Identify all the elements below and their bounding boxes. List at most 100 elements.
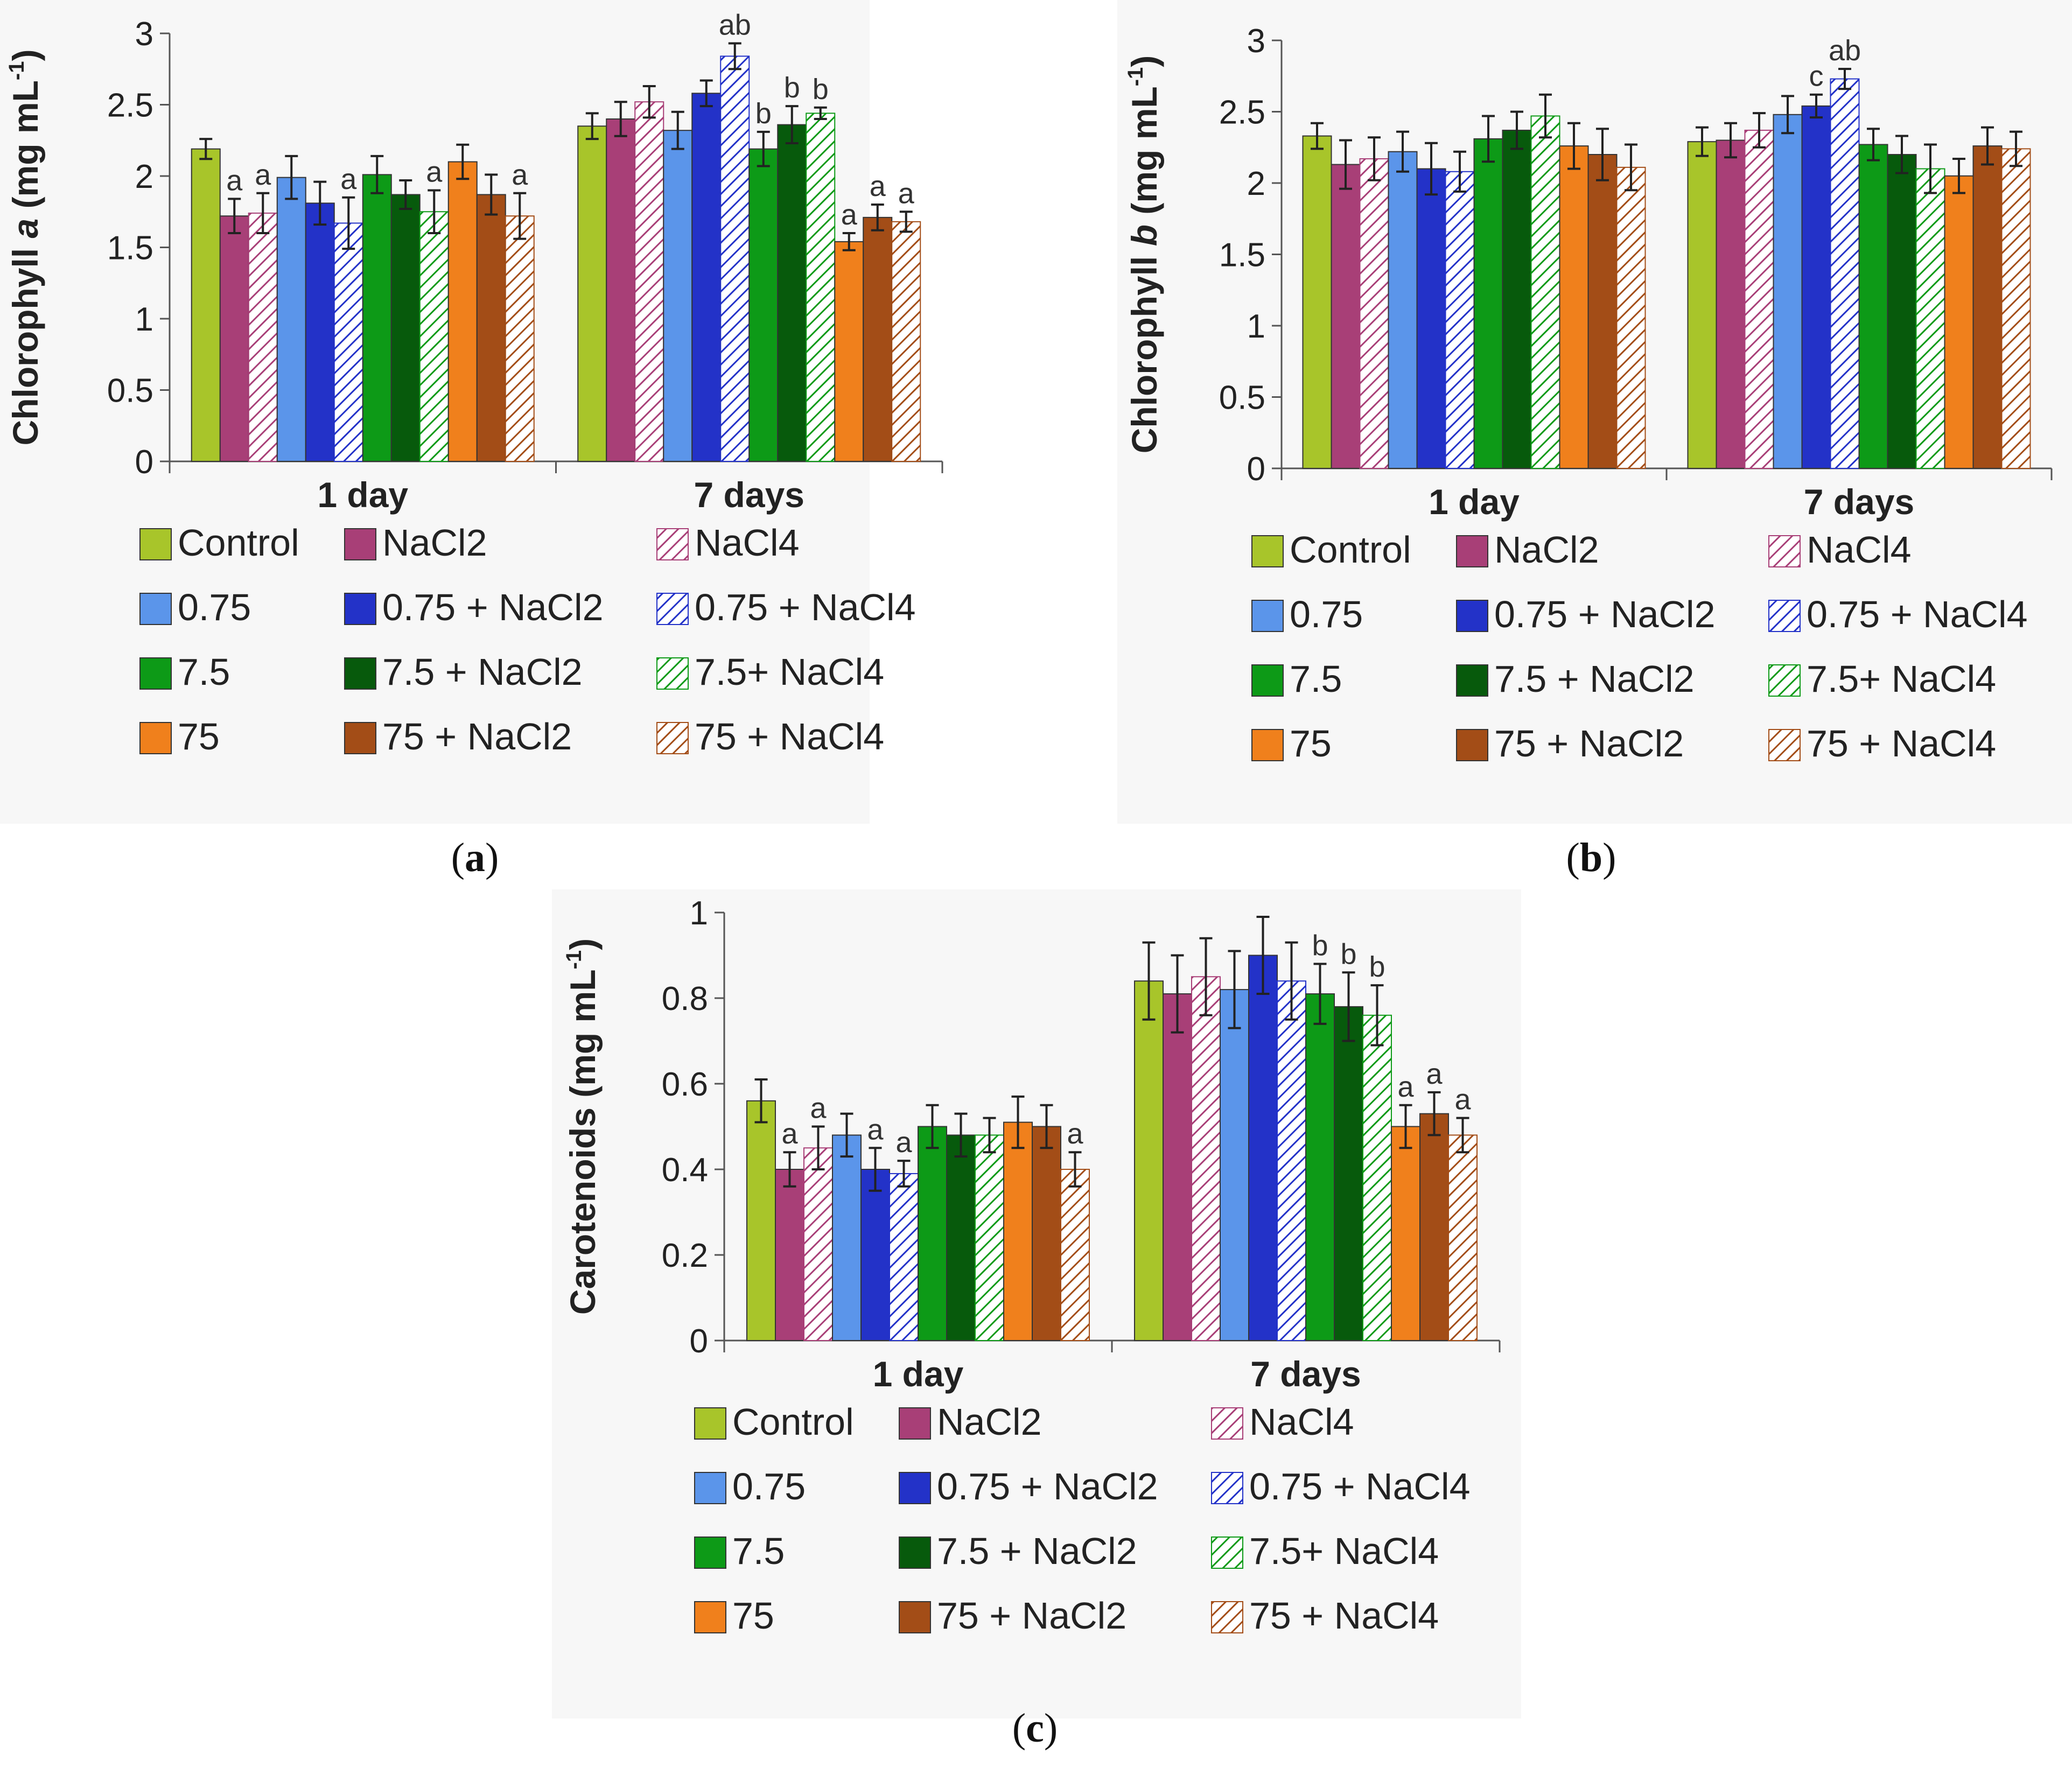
legend-label-75-nacl4: 75 + NaCl4 — [1249, 1595, 1439, 1637]
significance-label: ab — [1829, 34, 1861, 67]
significance-label: a — [1067, 1118, 1083, 1150]
significance-label: a — [895, 1126, 912, 1159]
y-tick-label: 2.5 — [1219, 94, 1265, 131]
legend-swatch-7-5-nacl4 — [656, 657, 689, 690]
x-category-label: 7 days — [694, 475, 804, 515]
bar-75-nacl4-7-days — [891, 221, 921, 462]
significance-label: a — [781, 1118, 798, 1150]
bar-75-1-day — [447, 161, 478, 462]
y-tick-label: 0.4 — [662, 1152, 708, 1189]
bar-0-75-nacl2-7-days — [691, 93, 722, 462]
y-tick-label: 0.5 — [107, 373, 153, 410]
legend-label-7-5: 7.5 — [732, 1530, 785, 1572]
legend-swatch-75-nacl4 — [656, 722, 689, 754]
legend-label-7-5-nacl2: 7.5 + NaCl2 — [937, 1530, 1137, 1572]
legend-label-0-75-nacl2: 0.75 + NaCl2 — [1494, 593, 1716, 635]
significance-label: b — [784, 72, 800, 104]
legend-label-7-5-nacl2: 7.5 + NaCl2 — [382, 651, 583, 693]
bar-control-1-day — [191, 148, 221, 462]
legend-label-7-5-nacl2: 7.5 + NaCl2 — [1494, 658, 1695, 700]
bar-75-nacl4-1-day — [1060, 1169, 1090, 1341]
bar-7-5-nacl2-1-day — [390, 194, 421, 462]
legend-label-0-75: 0.75 — [178, 586, 251, 628]
bar-0-75-nacl4-1-day — [333, 222, 363, 462]
legend-swatch-75-nacl4 — [1768, 729, 1801, 761]
legend-swatch-nacl4 — [656, 528, 689, 560]
bar-nacl4-7-days — [634, 101, 664, 462]
legend-swatch-0-75-nacl4 — [1211, 1472, 1243, 1504]
bar-7-5-nacl4-7-days — [1362, 1014, 1392, 1342]
legend-label-75-nacl2: 75 + NaCl2 — [1494, 722, 1684, 764]
bar-0-75-nacl2-1-day — [305, 202, 335, 462]
legend-swatch-75 — [1251, 729, 1284, 761]
legend-label-75: 75 — [178, 715, 220, 757]
y-tick-label: 0 — [690, 1323, 708, 1360]
bar-0-75-nacl2-7-days — [1801, 105, 1831, 469]
legend-label-0-75: 0.75 — [732, 1465, 806, 1507]
y-tick-label: 0 — [1247, 451, 1265, 488]
bar-nacl2-1-day — [1331, 164, 1361, 469]
legend-label-nacl2: NaCl2 — [382, 522, 487, 564]
bar-7-5-nacl2-1-day — [1502, 129, 1532, 469]
significance-label: c — [1809, 60, 1824, 93]
y-tick-label: 1.5 — [1219, 237, 1265, 274]
bar-7-5-7-days — [1858, 144, 1888, 469]
bar-7-5-nacl4-7-days — [1915, 168, 1945, 469]
y-tick-label: 2.5 — [107, 87, 153, 124]
bar-7-5-1-day — [362, 174, 392, 462]
bar-7-5-nacl4-1-day — [419, 211, 449, 462]
legend-label-0-75-nacl4: 0.75 + NaCl4 — [1807, 593, 2028, 635]
significance-label: b — [1369, 951, 1385, 983]
legend-label-0-75-nacl4: 0.75 + NaCl4 — [695, 586, 916, 628]
legend-label-0-75-nacl2: 0.75 + NaCl2 — [937, 1465, 1158, 1507]
legend-swatch-0-75 — [139, 593, 172, 625]
legend-label-75-nacl4: 75 + NaCl4 — [1807, 722, 1996, 764]
bar-control-7-days — [1134, 980, 1164, 1341]
bar-7-5-nacl4-7-days — [806, 113, 836, 462]
y-tick-label: 3 — [1247, 23, 1265, 60]
legend-swatch-75 — [139, 722, 172, 754]
significance-label: a — [870, 170, 886, 202]
legend-swatch-control — [694, 1407, 726, 1440]
y-tick-label: 1.5 — [107, 230, 153, 267]
bar-nacl2-7-days — [1163, 993, 1192, 1342]
significance-label: a — [1454, 1084, 1471, 1116]
legend-swatch-75-nacl2 — [344, 722, 376, 754]
y-tick-label: 0.2 — [662, 1237, 708, 1274]
x-category-label: 1 day — [1429, 482, 1520, 522]
legend-label-75-nacl4: 75 + NaCl4 — [695, 715, 884, 757]
significance-label: a — [1426, 1058, 1443, 1090]
y-tick-label: 0.8 — [662, 980, 708, 1018]
legend-swatch-control — [139, 528, 172, 560]
significance-label: b — [755, 97, 772, 130]
bar-0-75-nacl4-7-days — [1277, 980, 1306, 1341]
bar-7-5-nacl4-1-day — [1530, 115, 1560, 469]
bar-nacl4-7-days — [1191, 976, 1221, 1341]
x-category-label: 1 day — [317, 475, 408, 515]
legend-swatch-0-75-nacl2 — [344, 593, 376, 625]
legend-label-control: Control — [1290, 529, 1411, 571]
panel-caption-a: (a) — [451, 835, 499, 880]
legend-label-0-75: 0.75 — [1290, 593, 1363, 635]
bar-0-75-1-day — [1388, 151, 1418, 469]
y-tick-label: 0 — [135, 444, 153, 481]
legend-swatch-7-5 — [139, 657, 172, 690]
bar-0-75-1-day — [276, 177, 306, 462]
legend-swatch-7-5-nacl4 — [1768, 664, 1801, 697]
bar-75-1-day — [1559, 145, 1589, 469]
x-category-label: 7 days — [1250, 1354, 1361, 1394]
legend-label-7-5-nacl4: 7.5+ NaCl4 — [1807, 658, 1996, 700]
bar-nacl4-1-day — [248, 212, 278, 462]
y-tick-label: 1 — [135, 301, 153, 338]
legend-swatch-7-5-nacl4 — [1211, 1537, 1243, 1569]
y-tick-label: 1 — [690, 895, 708, 932]
bar-75-nacl2-1-day — [1032, 1126, 1061, 1341]
bar-75-nacl2-7-days — [863, 216, 893, 462]
legend-swatch-0-75 — [1251, 600, 1284, 632]
significance-label: a — [898, 177, 915, 209]
legend-swatch-0-75-nacl4 — [656, 593, 689, 625]
legend-swatch-0-75-nacl2 — [1456, 600, 1488, 632]
significance-label: ab — [719, 9, 751, 41]
